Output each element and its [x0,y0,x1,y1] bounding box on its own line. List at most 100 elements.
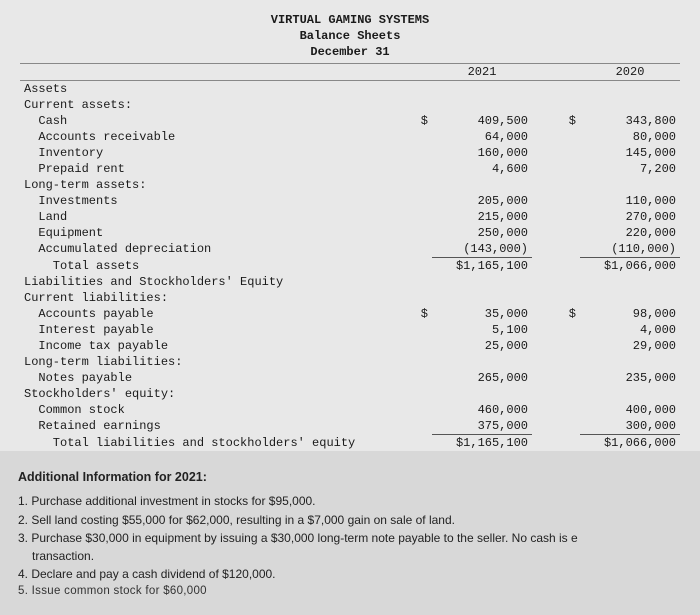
table-row: Notes payable265,000235,000 [20,370,680,386]
dollar-sign [556,97,580,113]
value-2020: 4,000 [580,322,680,338]
dollar-sign [556,322,580,338]
table-row: Land 215,000 270,000 [20,209,680,225]
row-label: Long-term liabilities: [20,354,408,370]
row-label: Assets [20,80,408,97]
value-2021: $1,165,100 [432,434,532,451]
dollar-sign [408,193,432,209]
dollar-sign [408,241,432,258]
dollar-sign: $ [556,306,580,322]
row-label: Land [20,209,408,225]
dollar-sign: $ [408,306,432,322]
value-2021: 409,500 [432,113,532,129]
row-label: Interest payable [20,322,408,338]
dollar-sign [408,354,432,370]
value-2020: 400,000 [580,402,680,418]
dollar-sign [408,418,432,435]
row-label: Total liabilities and stockholders' equi… [20,434,408,451]
value-2020: 110,000 [580,193,680,209]
value-2021 [432,80,532,97]
table-row: Current assets: [20,97,680,113]
table-row: Accounts receivable64,00080,000 [20,129,680,145]
value-2021: 64,000 [432,129,532,145]
dollar-sign [556,145,580,161]
additional-item: 4. Declare and pay a cash dividend of $1… [18,566,682,582]
dollar-sign [556,274,580,290]
row-label: Accounts payable [20,306,408,322]
dollar-sign [556,225,580,241]
row-label: Accumulated depreciation [20,241,408,258]
col-year-1: 2021 [432,63,532,80]
statement-date: December 31 [20,44,680,60]
table-row: Investments205,000110,000 [20,193,680,209]
row-label: Investments [20,193,408,209]
additional-info: Additional Information for 2021: 1. Purc… [0,451,700,600]
value-2020 [580,274,680,290]
value-2021: 250,000 [432,225,532,241]
dollar-sign [408,145,432,161]
value-2020: 300,000 [580,418,680,435]
table-row: Stockholders' equity: [20,386,680,402]
value-2021: 160,000 [432,145,532,161]
value-2021: 25,000 [432,338,532,354]
table-row: Interest payable 5,100 4,000 [20,322,680,338]
row-label: Cash [20,113,408,129]
table-row: Long-term liabilities: [20,354,680,370]
value-2020: $1,066,000 [580,257,680,274]
additional-item: transaction. [18,548,682,564]
table-row: Income tax payable25,00029,000 [20,338,680,354]
dollar-sign [556,241,580,258]
row-label: Notes payable [20,370,408,386]
value-2021: 215,000 [432,209,532,225]
row-label: Equipment [20,225,408,241]
dollar-sign [408,274,432,290]
value-2020: 29,000 [580,338,680,354]
company-name: VIRTUAL GAMING SYSTEMS [20,12,680,28]
balance-sheet: VIRTUAL GAMING SYSTEMS Balance Sheets De… [0,0,700,451]
dollar-sign [556,370,580,386]
table-row: Long-term assets: [20,177,680,193]
value-2020: 270,000 [580,209,680,225]
dollar-sign [556,80,580,97]
dollar-sign [408,402,432,418]
table-row: Cash$409,500$343,800 [20,113,680,129]
dollar-sign: $ [408,113,432,129]
additional-item: 2. Sell land costing $55,000 for $62,000… [18,512,682,528]
additional-item: 3. Purchase $30,000 in equipment by issu… [18,530,682,546]
table-row: Equipment 250,000 220,000 [20,225,680,241]
dollar-sign [556,209,580,225]
row-label: Current assets: [20,97,408,113]
dollar-sign [556,434,580,451]
value-2021: (143,000) [432,241,532,258]
dollar-sign [556,129,580,145]
value-2021: 35,000 [432,306,532,322]
value-2021 [432,354,532,370]
value-2020: (110,000) [580,241,680,258]
table-row: Current liabilities: [20,290,680,306]
value-2021: 4,600 [432,161,532,177]
dollar-sign [408,129,432,145]
dollar-sign [556,386,580,402]
dollar-sign [556,290,580,306]
value-2020: 145,000 [580,145,680,161]
dollar-sign [408,434,432,451]
row-label: Liabilities and Stockholders' Equity [20,274,408,290]
dollar-sign [408,322,432,338]
value-2020 [580,97,680,113]
table-row: Total assets$1,165,100$1,066,000 [20,257,680,274]
col-year-2: 2020 [580,63,680,80]
value-2021: 460,000 [432,402,532,418]
statement-name: Balance Sheets [20,28,680,44]
table-row: Assets [20,80,680,97]
value-2021: 375,000 [432,418,532,435]
value-2021: 5,100 [432,322,532,338]
table-row: Total liabilities and stockholders' equi… [20,434,680,451]
table-row: Retained earnings375,000300,000 [20,418,680,435]
value-2021 [432,290,532,306]
dollar-sign [556,257,580,274]
year-header-row: 2021 2020 [20,63,680,80]
row-label: Stockholders' equity: [20,386,408,402]
value-2020: 220,000 [580,225,680,241]
value-2021: $1,165,100 [432,257,532,274]
dollar-sign [556,418,580,435]
